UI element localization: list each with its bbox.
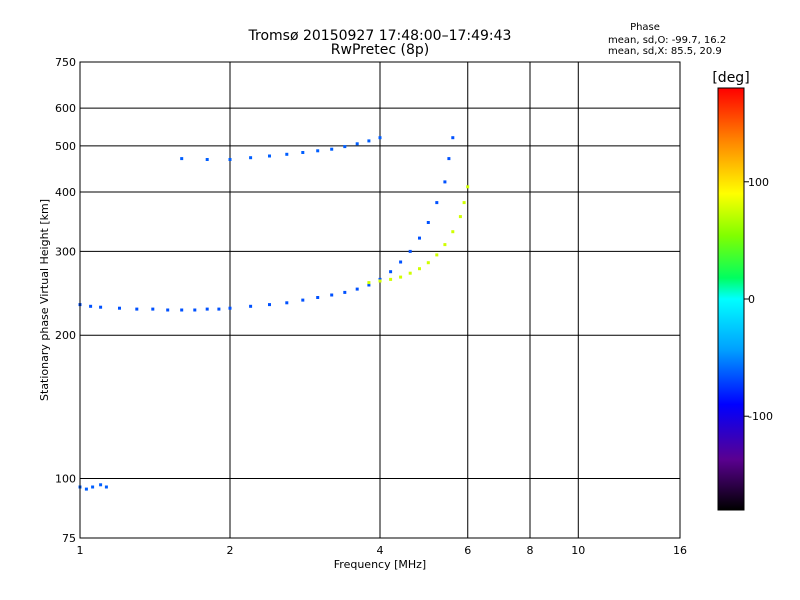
x-tick-label: 6 xyxy=(464,544,471,557)
data-point-e-layer xyxy=(104,485,108,489)
colorbar-tick-label: -100 xyxy=(748,410,773,423)
data-point-f-layer-upper xyxy=(180,157,184,161)
x-tick-label: 1 xyxy=(77,544,84,557)
y-tick-label: 400 xyxy=(55,186,76,199)
colorbar-tick-label: 100 xyxy=(748,176,769,189)
data-point-x-trace xyxy=(462,201,466,205)
data-point-o-trace xyxy=(268,303,271,307)
data-point-e-layer xyxy=(91,485,95,489)
data-point-o-trace xyxy=(418,236,421,240)
colorbar-label: [deg] xyxy=(712,70,749,86)
data-points xyxy=(78,136,470,491)
data-point-f-layer-upper xyxy=(343,145,347,149)
x-tick-label: 16 xyxy=(673,544,687,557)
phase-heading: Phase xyxy=(630,22,660,33)
data-point-o-trace xyxy=(99,305,103,309)
data-point-x-trace xyxy=(408,271,412,275)
data-point-o-trace xyxy=(451,136,455,140)
data-point-o-trace xyxy=(166,308,170,312)
data-point-o-trace xyxy=(151,307,155,311)
y-tick-label: 600 xyxy=(55,102,76,115)
data-point-o-trace xyxy=(443,180,447,184)
data-point-o-trace xyxy=(389,270,393,274)
data-point-o-trace xyxy=(408,249,412,253)
data-point-x-trace xyxy=(399,275,403,279)
x-tick-label: 2 xyxy=(227,544,234,557)
data-point-x-trace xyxy=(458,215,462,219)
data-point-f-layer-upper xyxy=(228,158,232,161)
data-point-f-layer-upper xyxy=(249,156,253,160)
y-axis-label: Stationary phase Virtual Height [km] xyxy=(38,199,51,401)
data-point-o-trace xyxy=(249,304,253,308)
data-point-f-layer-upper xyxy=(268,154,271,158)
data-point-o-trace xyxy=(135,307,139,311)
colorbar-ticks: 100 0 -100 xyxy=(744,176,773,423)
data-point-o-trace xyxy=(399,260,403,264)
x-tick-label: 8 xyxy=(527,544,534,557)
data-point-o-trace xyxy=(118,306,121,310)
data-point-o-trace xyxy=(193,308,197,312)
phase-x-mode: mean, sd,X: 85.5, 20.9 xyxy=(608,46,722,57)
y-tick-label: 75 xyxy=(62,532,76,545)
data-point-x-trace xyxy=(443,243,447,247)
grid xyxy=(80,62,680,538)
data-point-f-layer-upper xyxy=(316,149,320,153)
data-point-o-trace xyxy=(89,304,93,308)
data-point-x-trace xyxy=(466,185,470,189)
data-point-o-trace xyxy=(217,307,221,311)
data-point-o-trace xyxy=(435,201,439,205)
y-tick-label: 100 xyxy=(55,473,76,486)
y-tick-label: 300 xyxy=(55,245,76,258)
data-point-o-trace xyxy=(447,157,451,161)
data-point-f-layer-upper xyxy=(330,147,334,151)
colorbar-tick-label: 0 xyxy=(748,293,755,306)
y-tick-label: 500 xyxy=(55,140,76,153)
y-tick-label: 200 xyxy=(55,329,76,342)
phase-o-mode: mean, sd,O: -99.7, 16.2 xyxy=(608,35,726,46)
colorbar xyxy=(717,87,745,511)
x-tick-label: 4 xyxy=(377,544,384,557)
data-point-f-layer-upper xyxy=(378,136,382,140)
data-point-o-trace xyxy=(355,287,359,291)
data-point-o-trace xyxy=(367,283,371,287)
x-axis-label: Frequency [MHz] xyxy=(334,558,426,571)
data-point-x-trace xyxy=(451,230,455,234)
data-point-f-layer-upper xyxy=(301,151,305,154)
data-point-f-layer-upper xyxy=(355,142,359,146)
data-point-o-trace xyxy=(180,308,184,312)
data-point-f-layer-upper xyxy=(205,158,209,161)
data-point-f-layer-upper xyxy=(285,152,289,156)
data-point-e-layer xyxy=(84,487,88,491)
y-tick-label: 750 xyxy=(55,56,76,69)
data-point-o-trace xyxy=(330,293,334,297)
data-point-x-trace xyxy=(426,261,430,265)
data-point-o-trace xyxy=(205,307,209,311)
data-point-f-layer-upper xyxy=(367,139,371,143)
data-point-o-trace xyxy=(343,290,347,294)
data-point-o-trace xyxy=(285,301,289,305)
data-point-x-trace xyxy=(378,279,382,283)
data-point-o-trace xyxy=(426,221,430,224)
data-point-o-trace xyxy=(301,298,305,302)
data-point-e-layer xyxy=(99,483,103,487)
data-point-o-trace xyxy=(228,306,232,310)
data-point-x-trace xyxy=(418,267,421,271)
data-point-o-trace xyxy=(316,296,320,299)
data-point-x-trace xyxy=(389,277,393,281)
x-tick-label: 10 xyxy=(571,544,585,557)
data-point-x-trace xyxy=(435,253,439,257)
chart-title: Tromsø 20150927 17:48:00–17:49:43 xyxy=(248,28,512,44)
data-point-x-trace xyxy=(367,281,371,285)
plot-frame xyxy=(79,61,681,539)
data-point-o-trace xyxy=(378,277,382,281)
y-axis-ticks: 75 100 200 300 400 500 600 750 xyxy=(55,56,76,545)
chart-subtitle: RwPretec (8p) xyxy=(331,42,429,58)
x-axis-ticks: 1 2 4 6 8 10 16 xyxy=(77,544,688,557)
